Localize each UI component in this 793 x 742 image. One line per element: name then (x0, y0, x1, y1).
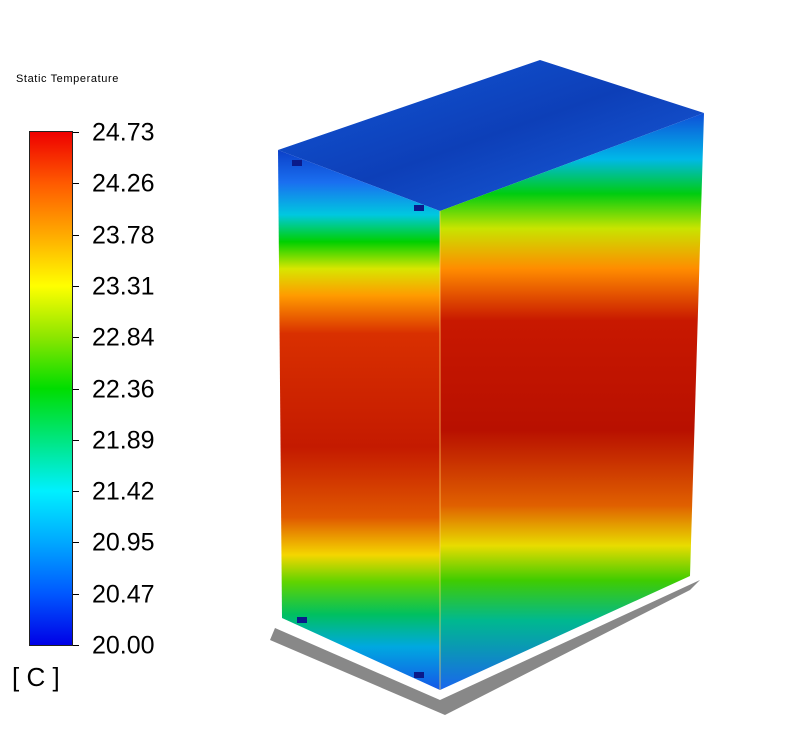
vent-marker (292, 160, 302, 166)
tick-label: 23.31 (92, 272, 155, 301)
tick-mark (73, 594, 79, 595)
unit-label: [ C ] (12, 662, 60, 692)
box-left-face (278, 150, 440, 690)
vent-marker (414, 205, 424, 211)
box-shadow (270, 580, 700, 715)
vent-marker (414, 672, 424, 678)
box-right-face (440, 113, 704, 690)
tick-mark (73, 286, 79, 287)
tick-label: 22.36 (92, 375, 155, 404)
tick-mark (73, 440, 79, 441)
tick-mark (73, 491, 79, 492)
tick-mark (73, 235, 79, 236)
tick-mark (73, 645, 79, 646)
tick-mark (73, 183, 79, 184)
tick-label: 20.47 (92, 580, 155, 609)
tick-label: 24.26 (92, 169, 155, 198)
box-top-face (278, 60, 704, 211)
legend-title: Static Temperature (16, 73, 119, 85)
tick-mark (73, 337, 79, 338)
tick-mark (73, 542, 79, 543)
vent-marker (297, 617, 307, 623)
tick-label: 20.00 (92, 631, 155, 660)
tick-label: 20.95 (92, 528, 155, 557)
tick-label: 23.78 (92, 221, 155, 250)
tick-label: 24.73 (92, 118, 155, 147)
tick-label: 21.42 (92, 477, 155, 506)
tick-mark (73, 132, 79, 133)
tick-label: 22.84 (92, 323, 155, 352)
tick-mark (73, 389, 79, 390)
colorbar (29, 131, 73, 646)
tick-label: 21.89 (92, 426, 155, 455)
